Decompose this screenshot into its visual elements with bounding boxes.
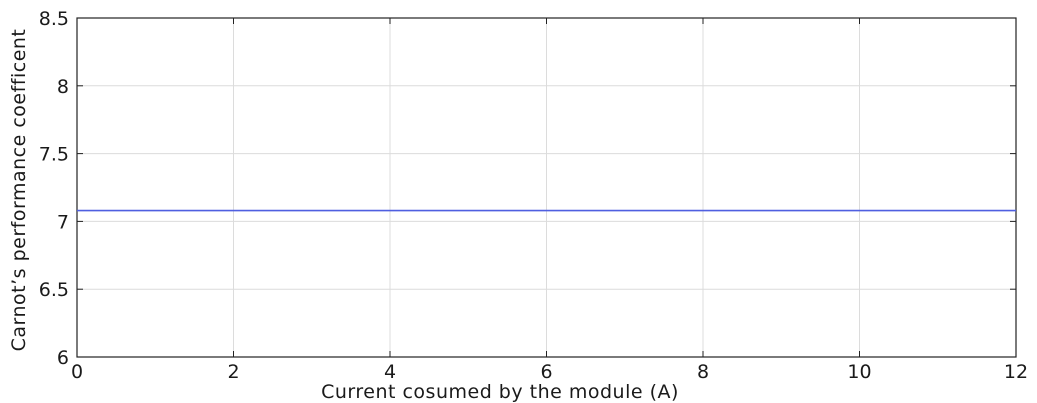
x-tick-label: 10 <box>847 361 871 383</box>
y-tick-label: 7.5 <box>39 144 69 166</box>
y-tick-label: 8 <box>57 76 69 98</box>
ticks <box>76 17 1017 358</box>
x-tick-label: 8 <box>697 361 709 383</box>
x-tick-label: 2 <box>227 361 239 383</box>
x-tick-label: 6 <box>540 361 552 383</box>
y-axis-label: Carnot’s performance coefficent <box>8 29 30 352</box>
x-tick-label: 12 <box>1004 361 1028 383</box>
y-tick-label: 6 <box>57 347 69 369</box>
x-tick-label: 0 <box>71 361 83 383</box>
y-tick-label: 6.5 <box>39 279 69 301</box>
grid <box>77 18 1016 357</box>
x-axis-label: Current cosumed by the module (A) <box>321 381 679 403</box>
y-tick-label: 8.5 <box>39 8 69 30</box>
x-tick-label: 4 <box>384 361 396 383</box>
tick-labels: 0 2 4 6 8 10 12 6 6.5 7 7.5 8 8.5 <box>39 8 1028 383</box>
y-tick-label: 7 <box>57 211 69 233</box>
